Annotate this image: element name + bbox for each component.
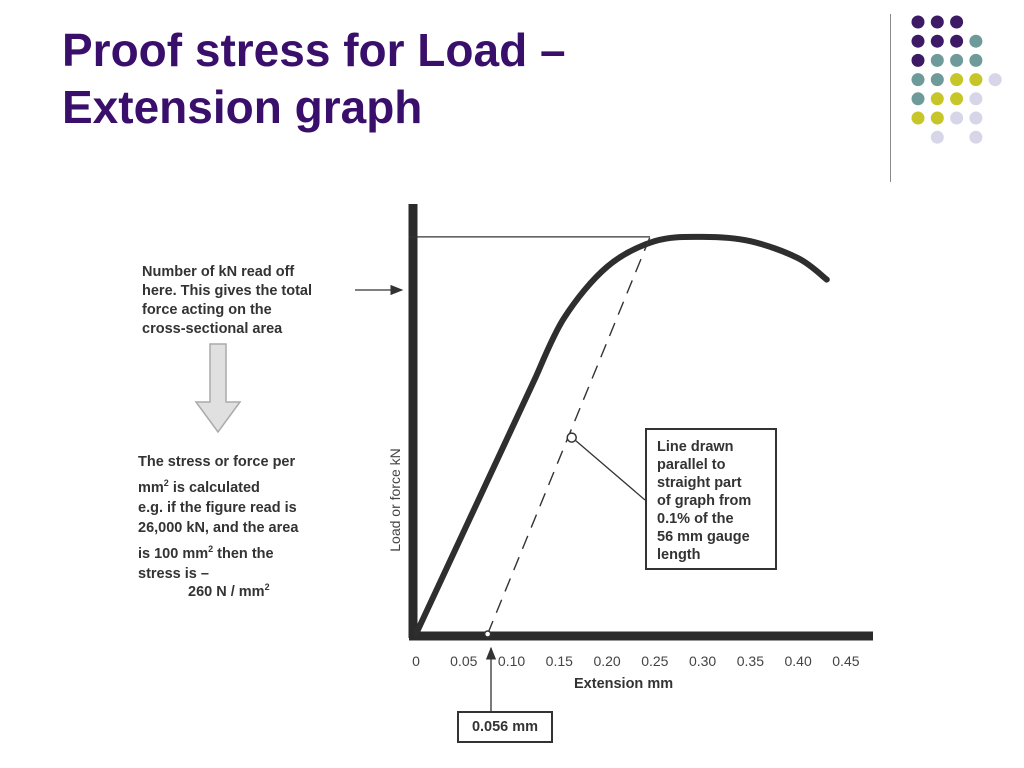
decor-dot — [930, 15, 944, 29]
decor-dot — [911, 53, 925, 67]
decor-dot — [911, 92, 925, 106]
decor-dot — [930, 111, 944, 125]
decor-dot — [950, 53, 964, 67]
title-line-2: Extension graph — [62, 81, 423, 133]
note-line-1: Line drawn — [657, 439, 734, 455]
decor-dot — [911, 15, 925, 29]
stress-line-1: The stress or force per — [138, 454, 296, 470]
note-line-6: 56 mm gauge — [657, 529, 750, 545]
marked-point — [566, 432, 577, 443]
stress-annotation: The stress or force per mm2 is calculate… — [138, 452, 353, 585]
decor-dot — [930, 53, 944, 67]
title-line-1: Proof stress for Load – — [62, 24, 566, 76]
x-axis-label: Extension mm — [574, 676, 674, 692]
decor-dot — [969, 130, 983, 144]
stress-result: 260 N / mm2 — [188, 582, 270, 600]
down-arrow-icon — [194, 343, 242, 434]
x-tick-label: 0.45 — [832, 653, 859, 669]
load-annotation-line-4: cross-sectional area — [142, 321, 283, 337]
x-tick-label: 0.10 — [498, 653, 525, 669]
stress-line-2: mm2 is calculated — [138, 477, 260, 496]
decor-dot — [950, 111, 964, 125]
decor-dot — [930, 130, 944, 144]
note-line-4: of graph from — [657, 493, 752, 509]
decor-dot — [950, 34, 964, 48]
note-line-7: length — [657, 547, 701, 563]
decor-dot — [950, 92, 964, 106]
stress-line-5: is 100 mm2 then the — [138, 543, 274, 562]
decor-dot — [930, 92, 944, 106]
decor-dot — [950, 73, 964, 87]
note-line-3: straight part — [657, 475, 742, 491]
offset-origin-point — [483, 630, 492, 638]
decor-dot — [930, 34, 944, 48]
load-extension-curve — [413, 233, 830, 637]
decor-dot — [969, 73, 983, 87]
decor-dot — [988, 73, 1002, 87]
decor-dot — [911, 111, 925, 125]
load-annotation: Number of kN read off here. This gives t… — [142, 263, 357, 339]
note-leader-line — [575, 440, 646, 501]
note-line-2: parallel to — [657, 457, 726, 473]
x-tick-label: 0.40 — [785, 653, 812, 669]
x-tick-label: 0.30 — [689, 653, 716, 669]
x-tick-label: 0.25 — [641, 653, 668, 669]
stress-line-4: 26,000 kN, and the area — [138, 520, 299, 537]
decor-dot — [969, 34, 983, 48]
stress-line-6: stress is – — [138, 566, 209, 583]
load-annotation-line-1: Number of kN read off — [142, 264, 295, 280]
decor-dot — [950, 15, 964, 29]
parallel-line-note: Line drawn parallel to straight part of … — [645, 428, 777, 570]
decorative-dot-grid — [911, 15, 1002, 144]
decor-dot — [911, 73, 925, 87]
x-tick-label: 0.35 — [737, 653, 764, 669]
slide-title: Proof stress for Load – Extension graph — [62, 22, 566, 136]
stress-line-3: e.g. if the figure read is — [138, 499, 297, 516]
note-line-5: 0.1% of the — [657, 511, 734, 527]
header-divider — [890, 14, 891, 182]
x-tick-label: 0.15 — [546, 653, 573, 669]
y-axis-label: Load or force kN — [387, 448, 403, 552]
load-annotation-line-2: here. This gives the total — [142, 283, 313, 299]
decor-dot — [969, 92, 983, 106]
decor-dot — [969, 53, 983, 67]
x-tick-label: 0 — [412, 653, 420, 669]
load-annotation-line-3: force acting on the — [142, 302, 272, 318]
decor-dot — [969, 111, 983, 125]
decor-dot — [930, 73, 944, 87]
decor-dot — [911, 34, 925, 48]
x-tick-label: 0.20 — [593, 653, 620, 669]
gauge-offset-label: 0.056 mm — [457, 711, 553, 743]
x-tick-label: 0.05 — [450, 653, 477, 669]
